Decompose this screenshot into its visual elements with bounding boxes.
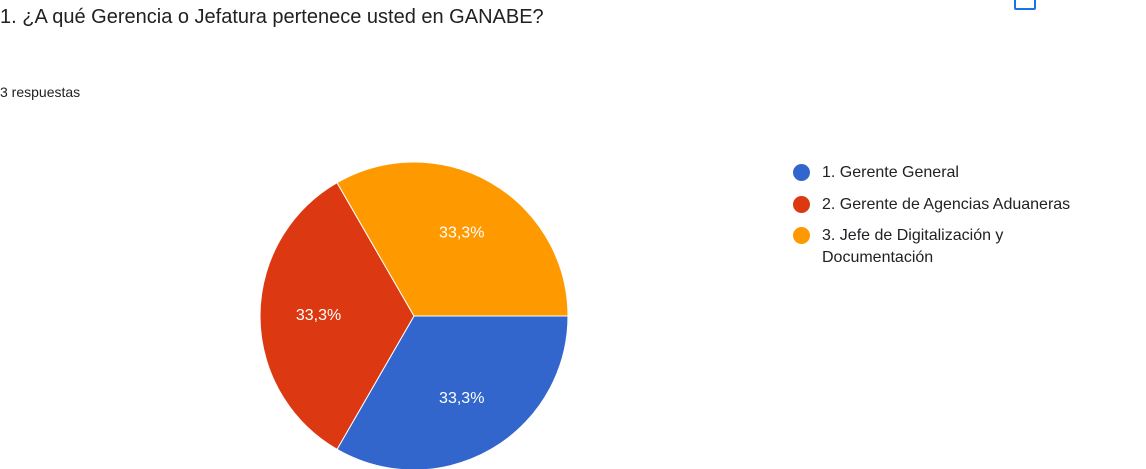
slice-label: 33,3% bbox=[439, 390, 484, 407]
legend-item[interactable]: 1. Gerente General bbox=[792, 162, 1146, 184]
legend: 1. Gerente General 2. Gerente de Agencias… bbox=[792, 162, 1146, 279]
legend-swatch bbox=[793, 164, 810, 181]
response-count: 3 respuestas bbox=[0, 84, 81, 100]
slice-label: 33,3% bbox=[439, 225, 484, 242]
chart-title: 1. ¿A qué Gerencia o Jefatura pertenece … bbox=[0, 6, 544, 28]
legend-item[interactable]: 3. Jefe de Digitalización y Documentació… bbox=[792, 225, 1032, 269]
legend-label: 1. Gerente General bbox=[822, 164, 959, 181]
legend-swatch bbox=[793, 196, 810, 213]
legend-label: 2. Gerente de Agencias Aduaneras bbox=[822, 196, 1071, 213]
legend-label: 3. Jefe de Digitalización y Documentació… bbox=[822, 227, 1004, 266]
pie-slice bbox=[336, 161, 569, 317]
legend-swatch bbox=[793, 227, 810, 244]
slice-label: 33,3% bbox=[296, 307, 341, 324]
pie-slice bbox=[336, 315, 569, 469]
copy-icon[interactable] bbox=[1014, 0, 1036, 10]
legend-item[interactable]: 2. Gerente de Agencias Aduaneras bbox=[792, 194, 1146, 216]
